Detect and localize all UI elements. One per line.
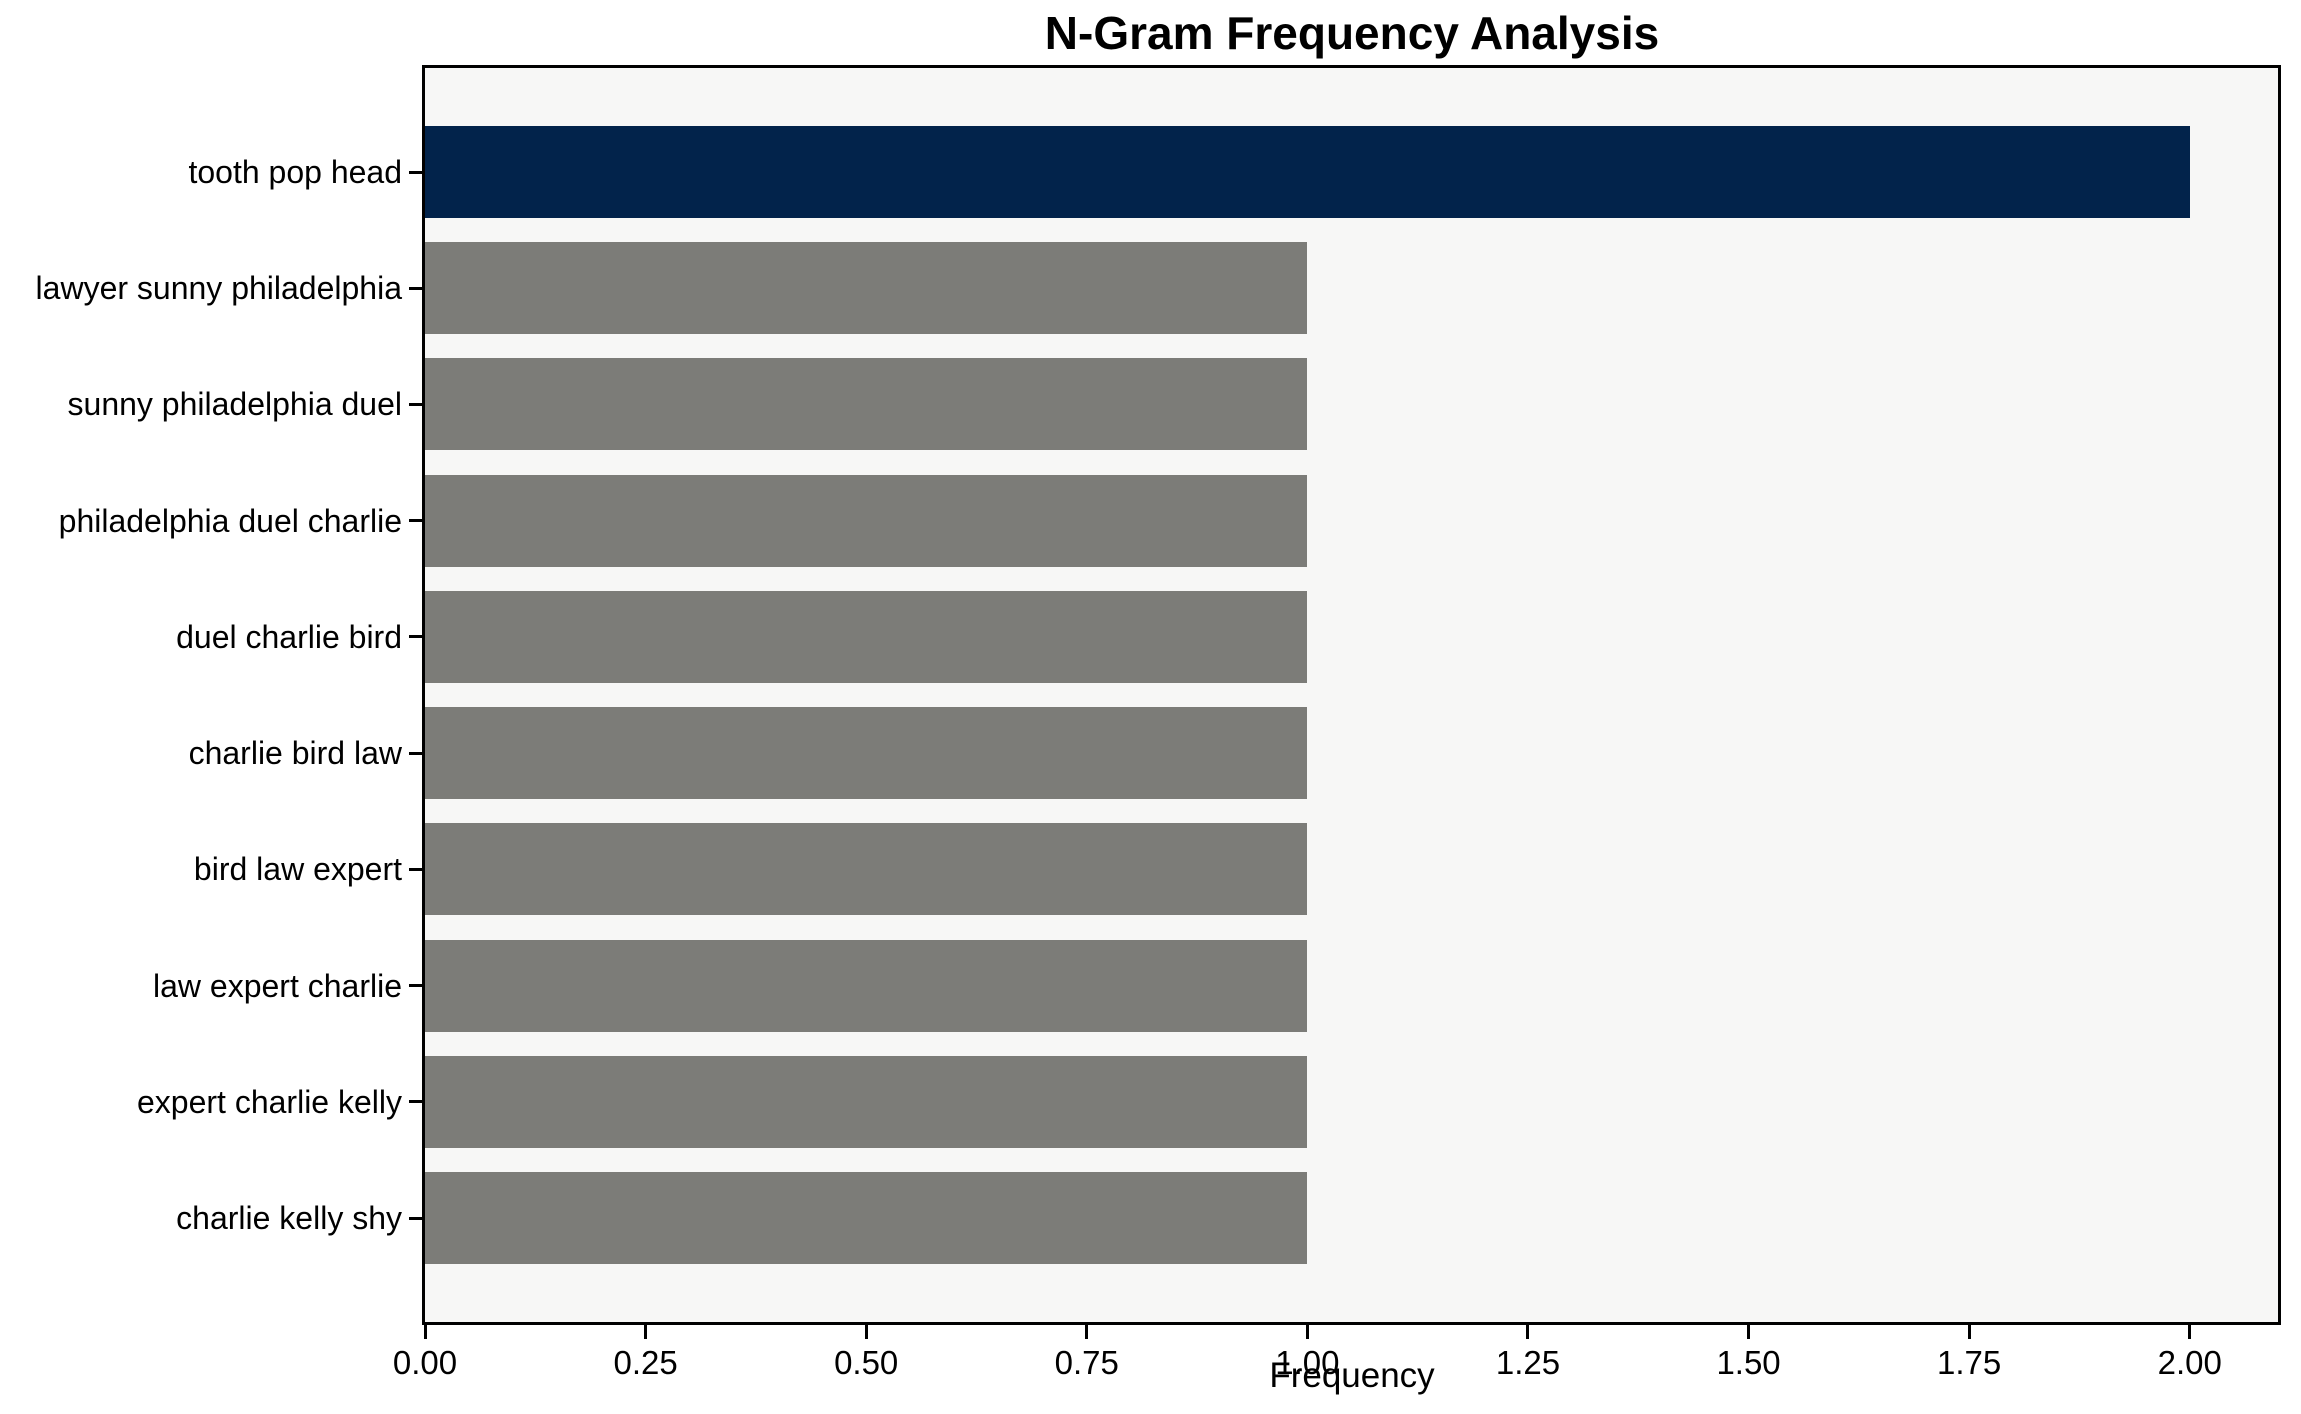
- y-tick-mark: [409, 519, 422, 523]
- bar-lawyer-sunny-philadelphia: [425, 242, 1308, 335]
- bar-philadelphia-duel-charlie: [425, 474, 1308, 567]
- x-axis-label: Frequency: [1269, 1356, 1435, 1395]
- y-tick-mark: [409, 751, 422, 755]
- y-tick-mark: [409, 984, 422, 988]
- bar-charlie-bird-law: [425, 707, 1308, 800]
- y-tick-mark: [409, 1216, 422, 1220]
- x-tick-mark: [2188, 1325, 2192, 1339]
- y-tick-label: philadelphia duel charlie: [58, 502, 402, 539]
- x-tick-label: 1.25: [1495, 1344, 1561, 1381]
- x-tick-mark: [1526, 1325, 1530, 1339]
- x-tick-mark: [1747, 1325, 1751, 1339]
- x-tick-label: 0.00: [392, 1344, 458, 1381]
- y-tick-mark: [409, 635, 422, 639]
- y-tick-label: expert charlie kelly: [137, 1083, 402, 1120]
- y-tick-mark: [409, 170, 422, 174]
- x-tick-label: 1.50: [1716, 1344, 1781, 1381]
- bar-sunny-philadelphia-duel: [425, 358, 1308, 451]
- x-tick-label: 1.75: [1937, 1344, 2002, 1381]
- x-tick-label: 0.25: [613, 1344, 678, 1381]
- chart-title: N-Gram Frequency Analysis: [1044, 7, 1660, 59]
- y-tick-label: law expert charlie: [153, 967, 402, 1004]
- x-tick-mark: [644, 1325, 648, 1339]
- bar-bird-law-expert: [425, 823, 1308, 916]
- x-tick-mark: [1085, 1325, 1089, 1339]
- y-tick-mark: [409, 286, 422, 290]
- x-tick-label: 1.00: [1275, 1344, 1340, 1381]
- y-tick-label: tooth pop head: [188, 154, 402, 190]
- y-tick-label: duel charlie bird: [176, 618, 402, 655]
- bar-expert-charlie-kelly: [425, 1055, 1308, 1148]
- x-tick-mark: [864, 1325, 868, 1339]
- y-tick-mark: [409, 402, 422, 406]
- y-tick-label: sunny philadelphia duel: [67, 386, 402, 423]
- y-tick-label: charlie bird law: [188, 735, 402, 772]
- y-tick-label: bird law expert: [193, 851, 402, 888]
- bar-charlie-kelly-shy: [425, 1172, 1308, 1264]
- x-tick-label: 2.00: [2157, 1344, 2222, 1381]
- x-tick-mark: [1967, 1325, 1971, 1339]
- y-tick-mark: [409, 867, 422, 871]
- x-tick-mark: [1305, 1325, 1309, 1339]
- bar-duel-charlie-bird: [425, 590, 1308, 683]
- y-tick-mark: [409, 1100, 422, 1104]
- y-tick-label: charlie kelly shy: [176, 1200, 402, 1236]
- x-tick-label: 0.75: [1054, 1344, 1119, 1381]
- bar-tooth-pop-head: [425, 126, 2190, 218]
- x-tick-label: 0.50: [834, 1344, 899, 1381]
- bar-law-expert-charlie: [425, 939, 1308, 1032]
- x-tick-mark: [423, 1325, 427, 1339]
- y-tick-label: lawyer sunny philadelphia: [35, 270, 402, 307]
- plot-area: [422, 65, 2281, 1325]
